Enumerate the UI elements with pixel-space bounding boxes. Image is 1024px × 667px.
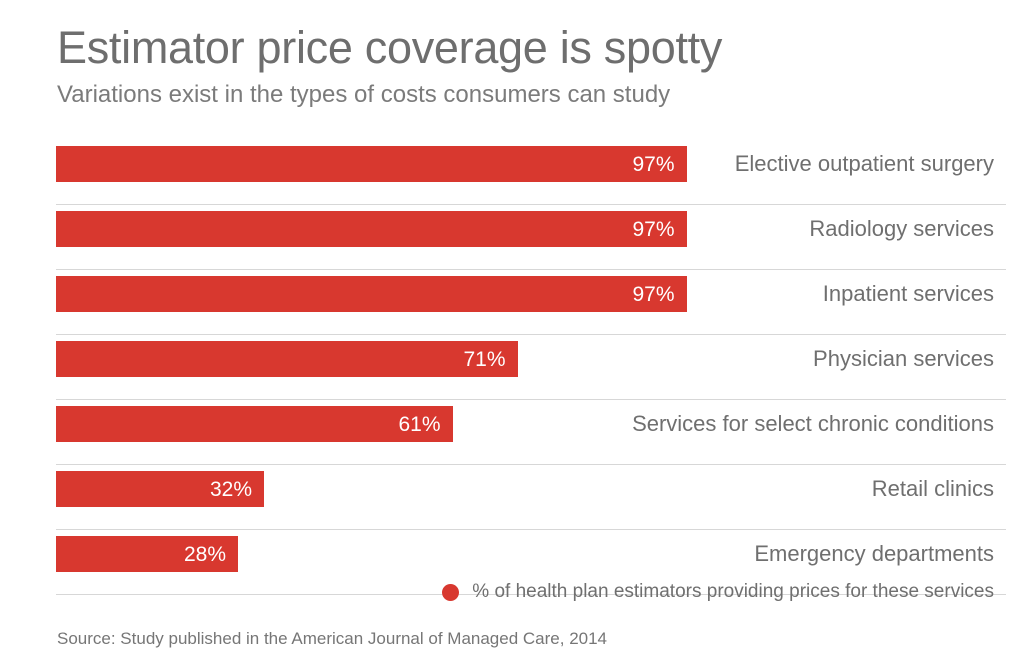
chart-row: 61% Services for select chronic condition…: [0, 400, 1024, 465]
chart-title: Estimator price coverage is spotty: [57, 22, 723, 73]
category-label: Emergency departments: [754, 541, 994, 566]
chart-row: 71% Physician services: [0, 335, 1024, 400]
bar-value-label: 32%: [209, 477, 252, 501]
chart-row: 28% Emergency departments: [0, 530, 1024, 595]
chart-plot-area: 97% Elective outpatient surgery 97% Radiolo…: [0, 140, 1024, 595]
bar-value-label: 28%: [183, 542, 226, 566]
chart-row: 97% Elective outpatient surgery: [0, 140, 1024, 205]
bar[interactable]: 97%: [56, 146, 687, 182]
legend-label: % of health plan estimators providing pr…: [472, 581, 994, 602]
chart-subtitle: Variations exist in the types of costs c…: [57, 81, 671, 108]
category-label: Elective outpatient surgery: [734, 151, 994, 176]
bar[interactable]: 28%: [56, 536, 238, 572]
row-separator-line: [56, 399, 1006, 400]
bar[interactable]: 32%: [56, 471, 264, 507]
bar-value-label: 97%: [632, 152, 675, 176]
category-label: Inpatient services: [822, 281, 994, 306]
bar-value-label: 97%: [632, 217, 675, 241]
bar[interactable]: 71%: [56, 341, 518, 377]
category-label: Retail clinics: [871, 476, 994, 501]
row-separator-line: [56, 464, 1006, 465]
source-note: Source: Study published in the American …: [57, 629, 608, 648]
row-separator-line: [56, 269, 1006, 270]
chart-header: Estimator price coverage is spotty Varia…: [57, 22, 1007, 110]
bar[interactable]: 61%: [56, 406, 453, 442]
bar-value-label: 61%: [398, 412, 441, 436]
chart-row: 97% Inpatient services: [0, 270, 1024, 335]
chart-row: 97% Radiology services: [0, 205, 1024, 270]
chart-legend: % of health plan estimators providing pr…: [0, 578, 1024, 606]
bar[interactable]: 97%: [56, 276, 687, 312]
row-separator-line: [56, 334, 1006, 335]
category-label: Services for select chronic conditions: [632, 411, 994, 436]
bar-value-label: 97%: [632, 282, 675, 306]
circle-marker-icon: [442, 583, 460, 601]
row-separator-line: [56, 529, 1006, 530]
bar[interactable]: 97%: [56, 211, 687, 247]
chart-row: 32% Retail clinics: [0, 465, 1024, 530]
category-label: Physician services: [813, 346, 994, 371]
category-label: Radiology services: [809, 216, 994, 241]
bar-value-label: 71%: [463, 347, 506, 371]
row-separator-line: [56, 204, 1006, 205]
row-separator-line: [56, 594, 1006, 595]
